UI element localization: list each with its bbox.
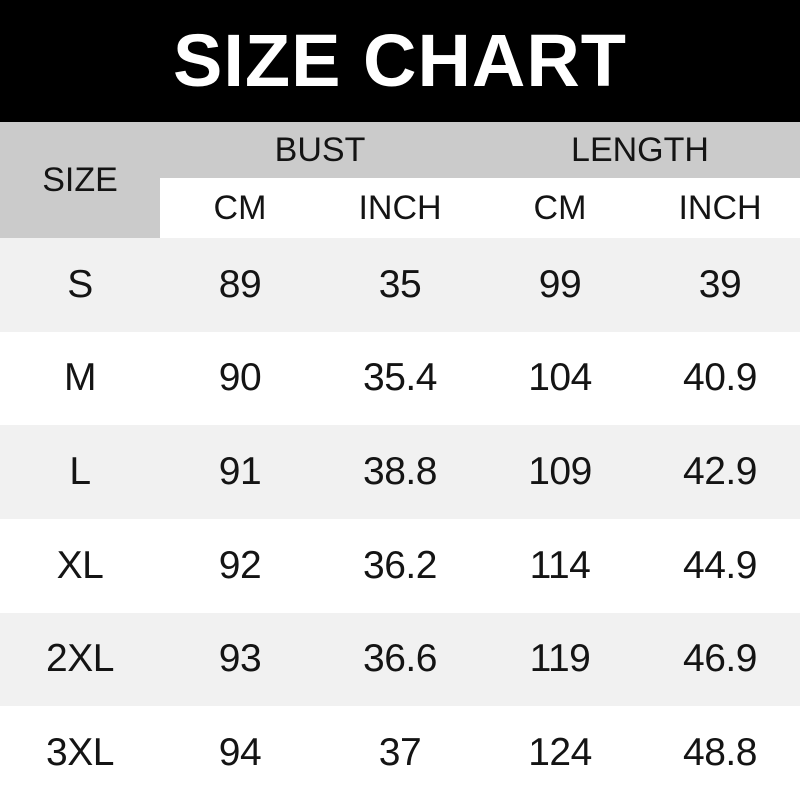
table-row: 3XL 94 37 124 48.8: [0, 706, 800, 800]
value-cell: 124: [528, 731, 592, 775]
value-cell: 109: [528, 450, 592, 494]
value-cell: 39: [698, 262, 742, 306]
column-group-length: LENGTH: [571, 130, 709, 169]
size-cell: XL: [56, 543, 104, 587]
table-row: L 91 38.8 109 42.9: [0, 425, 800, 519]
table-body: S 89 35 99 39 M 90 35.4 104 40.9 L 91 38…: [0, 238, 800, 800]
value-cell: 35: [378, 262, 422, 306]
table-row: XL 92 36.2 114 44.9: [0, 519, 800, 613]
value-cell: 48.8: [683, 731, 757, 775]
size-column-header: SIZE: [42, 160, 118, 199]
unit-header-length-cm: CM: [533, 188, 587, 227]
value-cell: 36.6: [363, 637, 437, 681]
value-cell: 90: [218, 356, 262, 400]
value-cell: 35.4: [363, 356, 437, 400]
unit-header-row: CM INCH CM INCH: [160, 178, 800, 238]
value-cell: 38.8: [363, 450, 437, 494]
size-cell: L: [69, 450, 91, 494]
value-cell: 36.2: [363, 543, 437, 587]
table-row: S 89 35 99 39: [0, 238, 800, 332]
value-cell: 92: [218, 543, 262, 587]
value-cell: 46.9: [683, 637, 757, 681]
value-cell: 40.9: [683, 356, 757, 400]
value-cell: 42.9: [683, 450, 757, 494]
value-cell: 94: [218, 731, 262, 775]
table-row: 2XL 93 36.6 119 46.9: [0, 612, 800, 707]
value-cell: 44.9: [683, 543, 757, 587]
table-row: M 90 35.4 104 40.9: [0, 332, 800, 426]
value-cell: 104: [528, 356, 592, 400]
value-cell: 91: [218, 450, 262, 494]
unit-header-bust-cm: CM: [213, 188, 267, 227]
value-cell: 37: [378, 731, 422, 775]
unit-header-bust-inch: INCH: [358, 188, 442, 227]
size-cell: M: [64, 356, 97, 400]
page-title: SIZE CHART: [173, 19, 627, 102]
column-group-bust: BUST: [274, 130, 366, 169]
size-cell: 3XL: [46, 731, 114, 775]
size-cell: 2XL: [46, 637, 114, 681]
value-cell: 114: [529, 543, 591, 587]
value-cell: 99: [538, 262, 582, 306]
table-header: SIZE BUST LENGTH CM INCH CM INCH: [0, 122, 800, 238]
value-cell: 119: [529, 637, 591, 681]
unit-header-length-inch: INCH: [678, 188, 762, 227]
banner: SIZE CHART: [0, 0, 800, 122]
size-cell: S: [67, 262, 93, 306]
value-cell: 93: [218, 637, 262, 681]
value-cell: 89: [218, 262, 262, 306]
